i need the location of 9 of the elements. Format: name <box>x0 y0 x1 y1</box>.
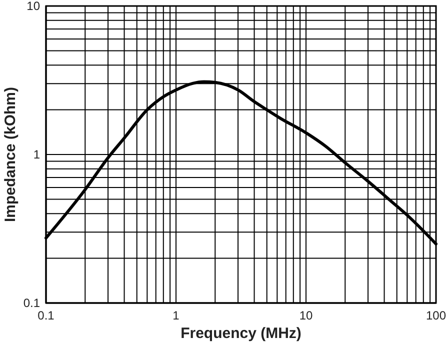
y-tick-label: 10 <box>26 0 40 13</box>
x-tick-label: 100 <box>426 308 446 323</box>
x-tick-label: 10 <box>299 308 313 323</box>
y-tick-label: 0.1 <box>23 296 40 310</box>
y-tick-label: 1 <box>33 147 40 162</box>
x-tick-label: 0.1 <box>38 308 55 323</box>
y-axis-title: Impedance (kOhm) <box>2 86 19 222</box>
x-axis-title: Frequency (MHz) <box>180 325 302 342</box>
x-tick-label: 1 <box>172 308 180 323</box>
